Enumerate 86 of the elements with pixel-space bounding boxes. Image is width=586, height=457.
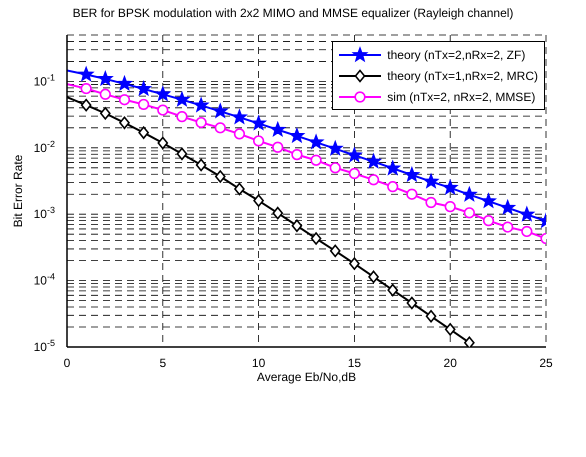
point: [100, 107, 111, 120]
x-tick-label: 25: [539, 356, 553, 370]
point: [98, 70, 113, 86]
point: [310, 232, 322, 245]
point: [385, 160, 400, 175]
point: [250, 115, 266, 130]
point: [482, 215, 494, 226]
point: [100, 88, 111, 100]
point: [193, 97, 209, 112]
y-tick-label: 10$^{-1}$: [34, 72, 55, 88]
point: [521, 226, 532, 238]
point: [176, 148, 188, 160]
point: [253, 194, 264, 207]
point: [212, 103, 228, 118]
y-tick-label: 10$^{-3}$: [34, 205, 55, 222]
point: [442, 180, 458, 194]
point: [366, 154, 382, 168]
point: [330, 162, 341, 174]
point: [272, 206, 284, 220]
point: [464, 207, 475, 218]
point: [176, 111, 188, 122]
legend-label: theory (nTx=2,nRx=2, ZF): [387, 48, 526, 62]
point: [116, 76, 132, 90]
legend-label: theory (nTx=1,nRx=2, MRC): [387, 68, 538, 82]
point: [519, 206, 534, 222]
y-axis-title: Bit Error Rate: [11, 154, 25, 228]
point: [270, 122, 286, 136]
x-tick-label: 0: [64, 356, 71, 370]
point: [138, 126, 149, 139]
point: [444, 323, 456, 336]
point: [289, 128, 305, 142]
point: [118, 94, 130, 106]
y-tick-label: 10$^{-5}$: [34, 338, 55, 354]
point: [214, 122, 226, 134]
point: [404, 166, 420, 182]
point: [80, 98, 92, 112]
point: [502, 221, 514, 233]
x-tick-label: 15: [348, 356, 362, 370]
point: [387, 181, 398, 192]
point: [310, 154, 322, 166]
point: [292, 219, 302, 232]
point: [346, 147, 362, 162]
point: [155, 86, 170, 101]
legend-label: sim (nTx=2, nRx=2, MMSE): [387, 90, 536, 104]
x-tick-label: 5: [159, 356, 166, 370]
point: [406, 296, 418, 310]
point: [214, 170, 226, 183]
point: [80, 82, 92, 94]
point: [426, 310, 436, 323]
point: [444, 201, 456, 212]
point: [234, 128, 246, 140]
point: [232, 109, 248, 124]
point: [330, 244, 341, 258]
y-tick-label: 10$^{-2}$: [34, 138, 55, 155]
point: [425, 196, 437, 208]
x-tick-label: 10: [252, 356, 266, 370]
x-tick-label: 20: [444, 356, 458, 370]
point: [174, 92, 190, 106]
point: [196, 158, 206, 172]
point: [253, 135, 264, 147]
point: [423, 174, 439, 188]
point: [464, 336, 475, 347]
point: [138, 98, 150, 110]
chart-title: BER for BPSK modulation with 2x2 MIMO and MMSE equalizer (Rayleigh channel): [72, 6, 514, 20]
point: [158, 136, 168, 150]
point: [291, 149, 303, 160]
point: [387, 284, 398, 296]
point: [157, 104, 168, 116]
x-axis-title: Average Eb/No,dB: [256, 370, 356, 384]
point: [368, 270, 379, 284]
point: [500, 200, 516, 214]
point: [462, 186, 477, 202]
point: [348, 168, 360, 180]
point: [272, 142, 284, 153]
point: [406, 188, 418, 200]
point: [368, 174, 380, 186]
point: [196, 116, 207, 128]
point: [328, 140, 343, 156]
point: [349, 257, 360, 270]
point: [308, 134, 324, 149]
y-tick-label: 10$^{-4}$: [34, 272, 55, 288]
point: [136, 80, 152, 96]
point: [480, 193, 496, 208]
point: [119, 116, 130, 130]
point: [234, 182, 245, 196]
point: [78, 66, 94, 82]
